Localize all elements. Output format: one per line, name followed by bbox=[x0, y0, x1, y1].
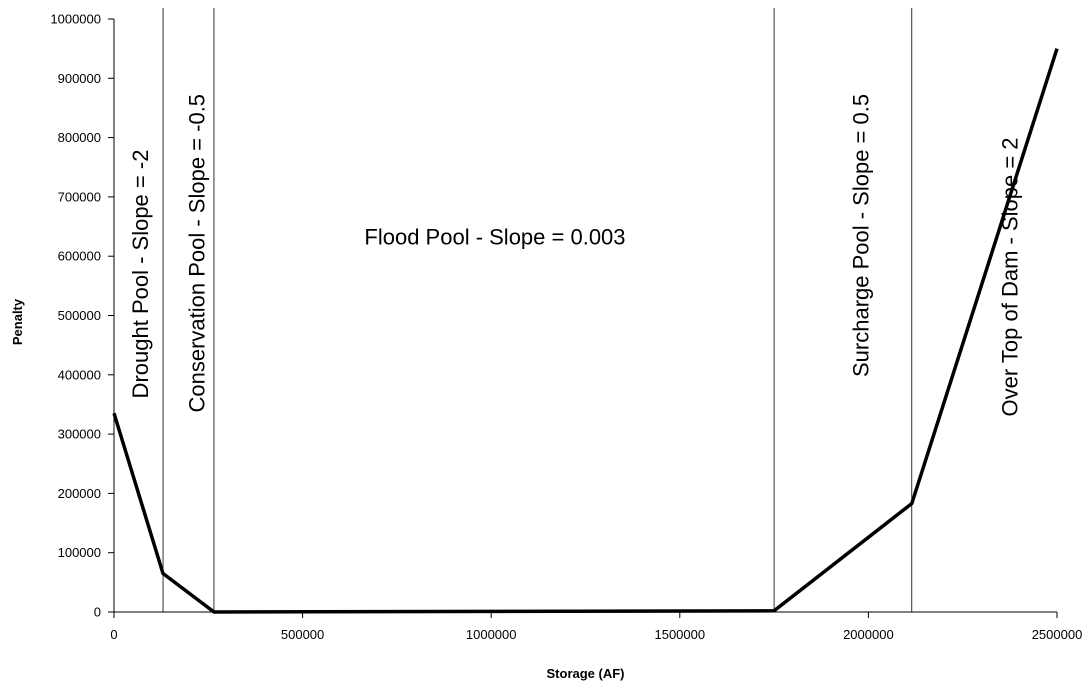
y-tick-label: 700000 bbox=[58, 189, 101, 204]
y-tick-label: 200000 bbox=[58, 486, 101, 501]
axes bbox=[113, 19, 1057, 613]
y-tick-label: 600000 bbox=[58, 249, 101, 264]
y-tick-label: 1000000 bbox=[50, 12, 101, 27]
x-tick-label: 1500000 bbox=[654, 627, 705, 642]
series-layer bbox=[112, 48, 1059, 614]
zone-annotation-3: Flood Pool - Slope = 0.003 bbox=[364, 224, 625, 249]
x-tick-label: 500000 bbox=[281, 627, 324, 642]
zone-annotation-5: Over Top of Dam - Slope = 2 bbox=[997, 137, 1022, 416]
y-axis-title: Penalty bbox=[10, 298, 25, 345]
y-tick-label: 500000 bbox=[58, 308, 101, 323]
annotations: Drought Pool - Slope = -2 Conservation Po… bbox=[128, 94, 1022, 417]
x-tick-label: 2500000 bbox=[1032, 627, 1083, 642]
y-tick-label: 900000 bbox=[58, 71, 101, 86]
x-tick-label: 1000000 bbox=[466, 627, 517, 642]
x-axis-title: Storage (AF) bbox=[547, 666, 625, 681]
x-tick-label: 0 bbox=[110, 627, 117, 642]
penalty-series-line bbox=[112, 48, 1059, 614]
y-tick-label: 400000 bbox=[58, 367, 101, 382]
zone-annotation-2: Conservation Pool - Slope = -0.5 bbox=[185, 94, 210, 413]
plot-lines bbox=[162, 8, 913, 612]
y-tick-label: 800000 bbox=[58, 130, 101, 145]
x-tick-label: 2000000 bbox=[843, 627, 894, 642]
zone-annotation-1: Drought Pool - Slope = -2 bbox=[128, 150, 153, 399]
zone-annotation-4: Surcharge Pool - Slope = 0.5 bbox=[848, 94, 873, 377]
y-tick-label: 300000 bbox=[58, 427, 101, 442]
ticks: 0 100000 200000 300000 400000 500000 600000 700… bbox=[50, 12, 1082, 643]
y-tick-label: 0 bbox=[94, 605, 101, 620]
y-tick-label: 100000 bbox=[58, 545, 101, 560]
